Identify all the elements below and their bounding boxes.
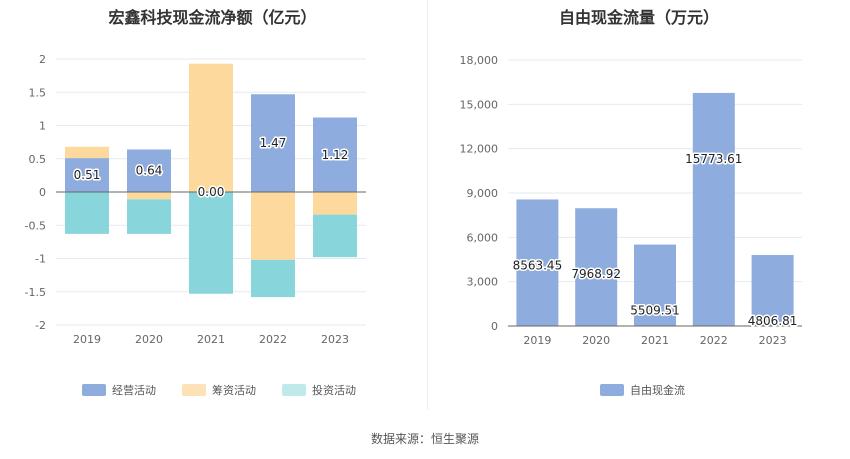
panel-divider — [427, 0, 428, 410]
free-cash-flow-data-label: 4806.81 — [748, 314, 798, 328]
data-source-note: 数据来源：恒生聚源 — [370, 432, 479, 446]
net-cash-flow-bar-3 — [251, 259, 295, 298]
net-cash-flow-bar-1 — [251, 94, 295, 192]
free-cash-flow-data-label: 5509.51 — [630, 304, 680, 318]
net-cash-flow-y-tick-label: -2 — [35, 319, 46, 332]
free-cash-flow-y-tick-label: 6,000 — [467, 231, 499, 244]
net-cash-flow-y-tick-label: -1 — [35, 253, 46, 266]
net-cash-flow-y-tick-label: 1 — [39, 120, 46, 133]
net-cash-flow-x-tick-label: 2021 — [197, 333, 225, 346]
free-cash-flow-y-tick-label: 9,000 — [467, 187, 499, 200]
free-cash-flow-y-tick-label: 12,000 — [460, 143, 499, 156]
net-cash-flow-y-tick-label: 2 — [39, 53, 46, 66]
free-cash-flow-y-tick-label: 0 — [491, 320, 498, 333]
net-cash-flow-chart: 2 1.5 1 0.5 0 -0.5 -1 -1.5 -2 2019 2020 2021 2022 202… — [25, 53, 366, 397]
net-cash-flow-bar-2 — [127, 192, 171, 200]
free-cash-flow-chart: 0 3,000 6,000 9,000 12,000 15,000 18,000 2019 20… — [460, 54, 802, 397]
free-cash-flow-y-tick-label: 18,000 — [460, 54, 499, 67]
net-cash-flow-chart-title: 宏鑫科技现金流净额（亿元） — [108, 8, 317, 27]
net-cash-flow-data-label: 0.51 — [74, 168, 101, 182]
net-cash-flow-data-label: 1.47 — [260, 136, 287, 150]
net-cash-flow-chart-panel: 宏鑫科技现金流净额（亿元） 2 1.5 1 0.5 0 -0.5 -1 -1.5 -2 2019 2… — [0, 0, 425, 420]
free-cash-flow-y-tick-label: 3,000 — [467, 276, 499, 289]
free-cash-flow-bar-1 — [516, 199, 559, 326]
net-cash-flow-bar-2 — [251, 192, 295, 260]
free-cash-flow-x-tick-label: 2020 — [582, 334, 610, 347]
free-cash-flow-bar-1 — [751, 254, 794, 326]
net-cash-flow-data-label: 0.64 — [136, 164, 163, 178]
net-cash-flow-bar-1 — [65, 158, 109, 192]
net-cash-flow-legend-label: 投资活动 — [312, 383, 356, 397]
free-cash-flow-legend-label: 自由现金流 — [630, 383, 685, 397]
net-cash-flow-bar-1 — [127, 149, 171, 192]
net-cash-flow-bar-2 — [65, 146, 109, 159]
free-cash-flow-chart-title: 自由现金流量（万元） — [558, 8, 719, 27]
net-cash-flow-x-tick-label: 2022 — [259, 333, 287, 346]
net-cash-flow-bar-3 — [127, 199, 171, 234]
net-cash-flow-legend-swatch — [282, 384, 306, 396]
free-cash-flow-bar-1 — [692, 92, 735, 327]
net-cash-flow-data-label: 1.12 — [322, 148, 349, 162]
net-cash-flow-y-tick-label: -1.5 — [25, 286, 46, 299]
free-cash-flow-bar-1 — [575, 208, 618, 326]
free-cash-flow-x-tick-label: 2019 — [523, 334, 551, 347]
net-cash-flow-bar-3 — [65, 192, 109, 234]
free-cash-flow-y-tick-label: 15,000 — [460, 98, 499, 111]
net-cash-flow-y-tick-label: 1.5 — [29, 86, 47, 99]
net-cash-flow-legend-swatch — [182, 384, 206, 396]
free-cash-flow-legend-swatch — [600, 384, 624, 396]
net-cash-flow-bar-3 — [189, 192, 233, 294]
net-cash-flow-x-tick-label: 2020 — [135, 333, 163, 346]
net-cash-flow-legend-swatch — [82, 384, 106, 396]
net-cash-flow-bar-2 — [189, 63, 233, 192]
net-cash-flow-data-label: 0.00 — [198, 185, 225, 199]
free-cash-flow-x-tick-label: 2021 — [641, 334, 669, 347]
net-cash-flow-legend-label: 筹资活动 — [212, 383, 256, 397]
free-cash-flow-data-label: 7968.92 — [571, 267, 621, 281]
net-cash-flow-y-tick-label: -0.5 — [25, 219, 46, 232]
net-cash-flow-x-tick-label: 2019 — [73, 333, 101, 346]
net-cash-flow-legend-label: 经营活动 — [112, 383, 156, 397]
free-cash-flow-x-tick-label: 2022 — [700, 334, 728, 347]
net-cash-flow-bar-2 — [313, 192, 357, 215]
net-cash-flow-x-tick-label: 2023 — [321, 333, 349, 346]
free-cash-flow-x-tick-label: 2023 — [759, 334, 787, 347]
net-cash-flow-bar-3 — [313, 214, 357, 258]
net-cash-flow-y-tick-label: 0.5 — [29, 153, 47, 166]
free-cash-flow-bar-1 — [634, 244, 676, 326]
free-cash-flow-chart-panel: 自由现金流量（万元） 0 3,000 6,000 9,000 12,000 15,000 1… — [428, 0, 850, 420]
free-cash-flow-data-label: 8563.45 — [513, 258, 563, 272]
net-cash-flow-bar-1 — [313, 117, 357, 192]
free-cash-flow-data-label: 15773.61 — [685, 152, 742, 166]
net-cash-flow-y-tick-label: 0 — [39, 186, 46, 199]
